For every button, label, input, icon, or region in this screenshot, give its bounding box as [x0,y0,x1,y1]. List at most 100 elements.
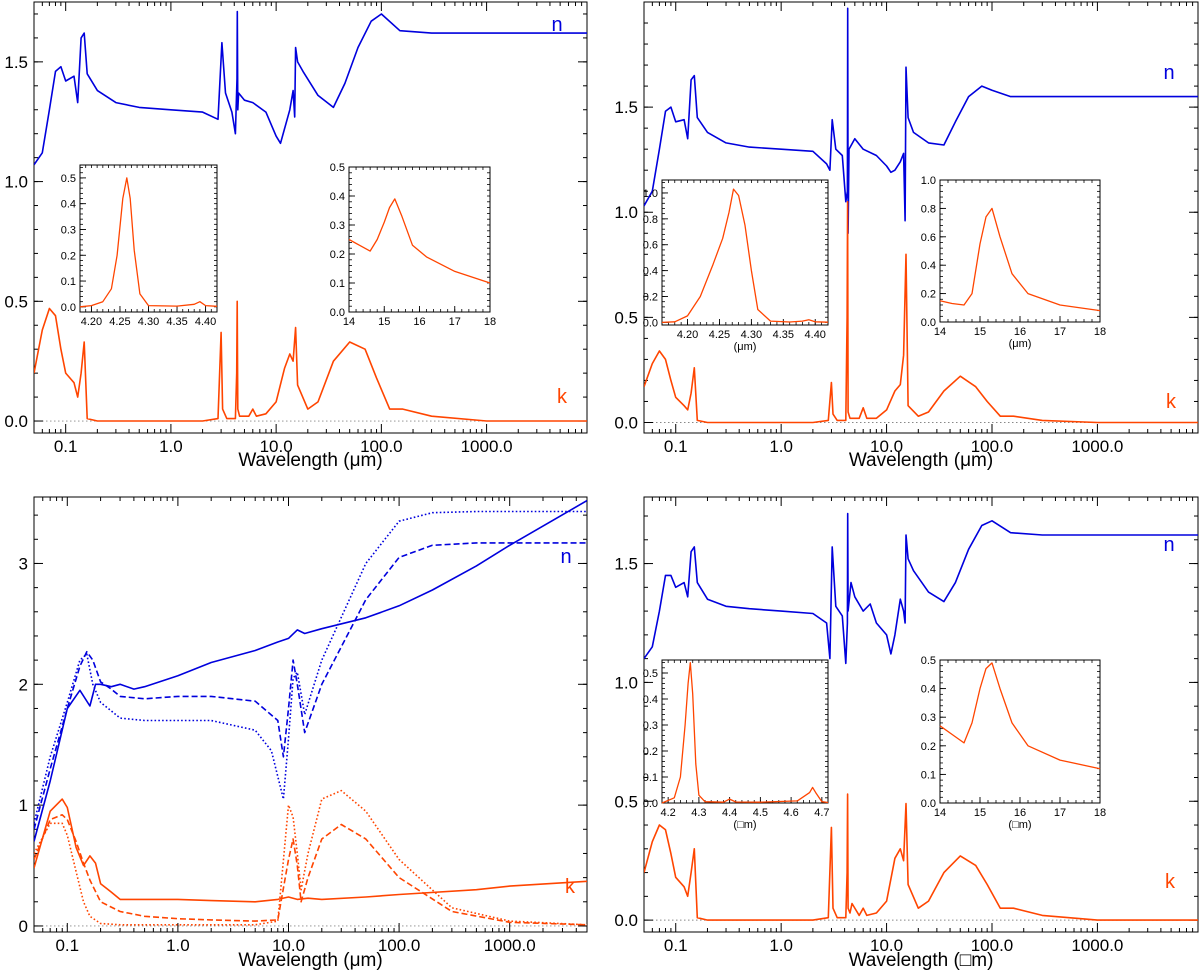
series-group [34,499,587,926]
inset-series-line [79,177,218,308]
inset-x-tick-label: 4.3 [691,807,706,819]
inset-y-tick-label: 1.0 [921,175,936,187]
inset-x-tick-label: 15 [378,316,390,328]
series-line-k-solid [34,798,587,903]
series-line-k [34,300,587,422]
inset-x-tick-label: 4.25 [109,316,130,328]
inset-x-tick-label: 18 [484,316,496,328]
y-tick-label: 1.5 [4,53,28,72]
inset-y-tick-label: 0.3 [330,220,345,232]
inset-x-tick-label: 4.5 [753,807,768,819]
inset-y-tick-label: 0.6 [921,232,936,244]
inset-y-tick-label: 1.0 [643,188,658,200]
x-tick-label: 10.0 [870,437,903,456]
inset-x-tick-label: 4.25 [709,329,730,341]
inset-y-tick-label: 0.1 [643,772,658,784]
inset-x-tick-label: 18 [1094,807,1106,819]
inset-x-axis-title: (μm) [1009,338,1032,350]
inset-x-axis-title: (□m) [733,819,756,831]
inset-y-tick-label: 0.0 [921,317,936,329]
inset-frame [939,179,1101,323]
inset-y-tick-label: 0.2 [330,249,345,261]
series-line-n [644,512,1198,665]
y-tick-label: 1.0 [4,173,28,192]
inset-x-tick-label: 17 [449,316,461,328]
series-line-n-solid [34,499,587,842]
inset-x-tick-label: 16 [1014,807,1026,819]
inset-y-tick-label: 0.2 [643,292,658,304]
inset-y-tick-label: 0.1 [61,276,76,288]
series-group [644,7,1198,424]
inset-series-line [939,207,1101,312]
series-group [34,10,587,422]
x-tick-label: 10.0 [870,936,903,955]
inset-y-tick-label: 0.4 [921,684,936,696]
y-tick-label: 0.5 [4,292,28,311]
inset-y-tick-label: 0.0 [330,307,345,319]
inset-1: 4.2 4.3 4.4 4.5 4.6 4.7 0.0 0.1 0.2 0.3 0.4 0.5 (□m) [643,659,830,831]
inset-2: 14 15 16 17 18 0.0 0.2 0.4 0.6 0.8 1.0 (μm) [921,175,1106,350]
x-tick-label: 1000.0 [461,437,513,456]
y-tick-label: 2 [19,675,28,694]
k-label: k [1166,391,1177,413]
inset-y-tick-label: 0.8 [643,214,658,226]
x-tick-label: 100.0 [971,936,1014,955]
n-label: n [1163,62,1174,84]
inset-y-tick-label: 0.6 [643,240,658,252]
y-tick-label: 0.5 [614,792,638,811]
x-minor-ticks [643,2,1199,433]
x-tick-label: 100.0 [971,437,1014,456]
series-line-k [644,793,1198,921]
x-tick-label: 1000.0 [1071,936,1123,955]
inset-x-tick-label: 4.40 [805,329,826,341]
panel-c: 0.1 1.0 10.0 100.0 1000.0 0 1 2 3 Wavelength (μm)… [19,496,588,971]
inset-x-tick-label: 15 [974,807,986,819]
inset-x-tick-label: 18 [1094,326,1106,338]
inset-x-tick-label: 16 [1014,326,1026,338]
series-line-n-dashed [34,542,587,830]
y-tick-label: 0.0 [614,413,638,432]
x-axis-title: Wavelength (□m) [849,950,994,971]
inset-y-tick-label: 0.0 [643,317,658,329]
inset-x-tick-label: 4.6 [783,807,798,819]
y-tick-label: 0.0 [4,412,28,431]
inset-series-line [661,188,829,324]
inset-x-tick-label: 4.40 [195,316,216,328]
inset-frame [348,166,491,313]
y-tick-label: 0.0 [614,911,638,930]
inset-x-tick-label: 4.35 [166,316,187,328]
inset-y-tick-label: 0.2 [921,741,936,753]
series-line-k-dashed [34,814,587,926]
inset-x-tick-label: 4.30 [741,329,762,341]
x-tick-label: 10.0 [272,936,305,955]
x-tick-label: 1.0 [166,936,190,955]
inset-y-tick-label: 0.3 [643,720,658,732]
inset-y-tick-label: 0.2 [921,289,936,301]
x-tick-label: 1000.0 [1071,437,1123,456]
y-tick-label: 0.5 [614,308,638,327]
y-tick-label: 1.0 [614,673,638,692]
x-minor-ticks [643,497,1199,932]
inset-x-tick-label: 4.4 [722,807,737,819]
inset-y-tick-label: 0.0 [61,302,76,314]
inset-1: 4.20 4.25 4.30 4.35 4.40 0.0 0.1 0.2 0.3 0.4 0.5 [61,164,218,328]
axes-frame [33,1,588,434]
inset-y-tick-label: 0.5 [330,162,345,174]
x-tick-label: 1.0 [769,437,793,456]
inset-y-tick-label: 0.4 [61,199,76,211]
k-label: k [1165,871,1176,893]
y-tick-label: 1.5 [614,555,638,574]
inset-x-tick-label: 14 [934,326,946,338]
inset-y-tick-label: 0.2 [61,250,76,262]
inset-y-tick-label: 0.5 [61,173,76,185]
y-tick-label: 1.5 [614,98,638,117]
inset-frame [661,659,829,804]
inset-frame [939,659,1101,804]
n-label: n [560,546,571,568]
inset-2: 14 15 16 17 18 0.0 0.1 0.2 0.3 0.4 0.5 (□m) [921,655,1106,831]
panel-d: 0.1 1.0 10.0 100.0 1000.0 0.0 0.5 1.0 1.5 Wavelen… [614,496,1199,971]
inset-series-line [661,661,829,804]
axes-frame [643,496,1199,933]
inset-x-tick-label: 4.2 [660,807,675,819]
